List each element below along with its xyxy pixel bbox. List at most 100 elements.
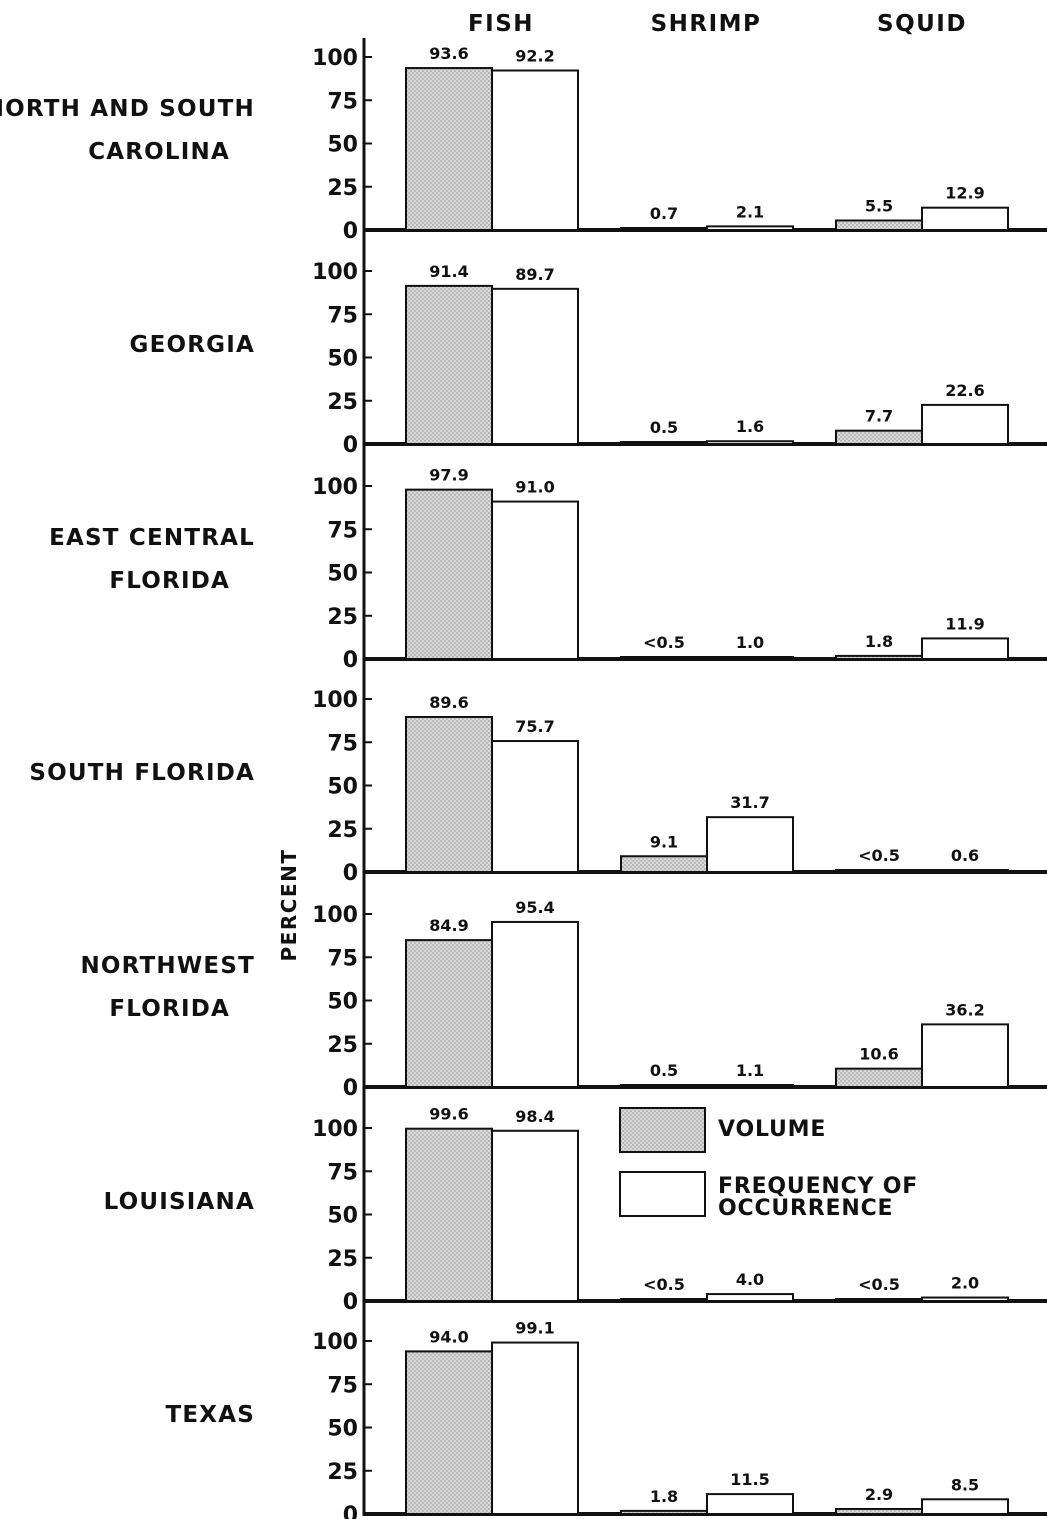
data-label: 11.5 — [730, 1470, 769, 1489]
data-label: 99.6 — [429, 1105, 468, 1124]
data-label: 1.8 — [650, 1487, 678, 1506]
panel-northwest-florida: 0 25 50 75 100 NORTHWEST FLORIDA 84.9 95.4 0.5 1.1… — [80, 898, 1047, 1101]
bar-squid-volume — [835, 1298, 923, 1302]
bar-shrimp-frequency — [706, 1084, 794, 1088]
bar-squid-volume — [835, 654, 923, 660]
y-axis-label: PERCENT — [277, 849, 301, 962]
y-tick-label: 50 — [327, 990, 358, 1015]
bar-fish-volume — [405, 67, 493, 231]
data-label: 93.6 — [429, 44, 468, 63]
data-label: 9.1 — [650, 832, 678, 851]
panel-louisiana: 0 25 50 75 100 LOUISIANA 99.6 98.4 <0.5 4.0 <0.5 2.… — [104, 1105, 1047, 1315]
y-tick-label: 50 — [327, 347, 358, 372]
bar-fish-frequency — [491, 920, 579, 1089]
category-label-fish: FISH — [468, 11, 534, 37]
y-tick-label: 0 — [343, 1503, 358, 1519]
data-label: 2.1 — [736, 202, 764, 221]
y-tick-label: 100 — [312, 46, 358, 71]
y-tick-label: 75 — [327, 1373, 358, 1398]
bar-shrimp-frequency — [706, 1293, 794, 1302]
bar-fish-frequency — [491, 1129, 579, 1302]
data-label: 1.0 — [736, 633, 764, 652]
bar-fish-volume — [405, 284, 493, 445]
data-label: <0.5 — [858, 846, 900, 865]
region-label: NORTH AND SOUTH — [0, 96, 255, 122]
data-label: <0.5 — [643, 633, 685, 652]
y-tick-label: 50 — [327, 1204, 358, 1229]
y-tick-label: 50 — [327, 775, 358, 800]
y-tick-label: 25 — [327, 605, 358, 630]
data-label: 97.9 — [429, 466, 468, 485]
legend-label-frequency: FREQUENCY OF OCCURRENCE — [718, 1174, 918, 1221]
region-label: NORTHWEST — [80, 953, 255, 979]
region-label: EAST CENTRAL — [49, 525, 255, 551]
y-tick-label: 75 — [327, 303, 358, 328]
bar-shrimp-frequency — [706, 440, 794, 445]
y-tick-label: 0 — [343, 1290, 358, 1315]
y-tick-label: 100 — [312, 903, 358, 928]
bar-shrimp-frequency — [706, 1493, 794, 1515]
region-label: CAROLINA — [88, 139, 230, 165]
region-label: SOUTH FLORIDA — [29, 760, 255, 786]
bar-shrimp-frequency — [706, 656, 794, 660]
data-label: 8.5 — [951, 1475, 979, 1494]
bar-fish-volume — [405, 1350, 493, 1515]
legend-swatch-volume — [619, 1107, 706, 1153]
bar-shrimp-volume — [620, 1298, 708, 1302]
data-label: 89.7 — [515, 265, 554, 284]
y-tick-label: 25 — [327, 1033, 358, 1058]
data-label: 1.1 — [736, 1061, 764, 1080]
y-tick-label: 100 — [312, 688, 358, 713]
category-label-shrimp: SHRIMP — [651, 11, 762, 37]
bar-fish-frequency — [491, 740, 579, 873]
y-tick-label: 0 — [343, 648, 358, 673]
bar-squid-frequency — [921, 1296, 1009, 1303]
data-label: 1.6 — [736, 417, 764, 436]
bar-fish-volume — [405, 1127, 493, 1303]
bar-squid-frequency — [921, 1023, 1009, 1089]
bar-shrimp-volume — [620, 656, 708, 660]
y-tick-label: 75 — [327, 731, 358, 756]
data-label: 91.0 — [515, 478, 554, 497]
panel-south-florida: 0 25 50 75 100 SOUTH FLORIDA 89.6 75.7 9.1 31.7 <0… — [29, 688, 1047, 886]
data-label: 0.6 — [951, 846, 979, 865]
data-label: 98.4 — [515, 1107, 554, 1126]
bar-squid-frequency — [921, 403, 1009, 446]
data-label: 36.2 — [945, 1000, 984, 1019]
data-label: 91.4 — [429, 262, 468, 281]
data-label: 5.5 — [865, 196, 893, 215]
category-label-squid: SQUID — [877, 11, 967, 37]
data-label: 22.6 — [945, 381, 984, 400]
y-tick-label: 0 — [343, 219, 358, 244]
data-label: <0.5 — [858, 1275, 900, 1294]
data-label: 92.2 — [515, 46, 554, 65]
region-label: LOUISIANA — [104, 1189, 255, 1215]
y-tick-label: 0 — [343, 861, 358, 886]
bar-squid-volume — [835, 429, 923, 445]
legend-swatch-frequency — [619, 1171, 706, 1217]
y-tick-label: 100 — [312, 475, 358, 500]
bar-shrimp-volume — [620, 1084, 708, 1088]
bar-squid-frequency — [921, 206, 1009, 231]
bar-squid-volume — [835, 1507, 923, 1516]
region-label: FLORIDA — [109, 568, 230, 594]
bar-squid-volume — [835, 869, 923, 873]
bar-fish-volume — [405, 715, 493, 873]
bar-squid-frequency — [921, 869, 1009, 873]
data-label: 95.4 — [515, 898, 554, 917]
bar-fish-volume — [405, 488, 493, 660]
y-tick-label: 75 — [327, 518, 358, 543]
y-tick-label: 50 — [327, 133, 358, 158]
bar-shrimp-volume — [620, 855, 708, 874]
data-label: <0.5 — [643, 1275, 685, 1294]
y-tick-label: 0 — [343, 433, 358, 458]
data-label: 12.9 — [945, 184, 984, 203]
data-label: 0.5 — [650, 1061, 678, 1080]
bar-squid-volume — [835, 219, 923, 232]
data-label: 11.9 — [945, 614, 984, 633]
y-tick-label: 25 — [327, 390, 358, 415]
y-tick-label: 25 — [327, 818, 358, 843]
data-label: 7.7 — [865, 407, 893, 426]
bar-shrimp-volume — [620, 1509, 708, 1515]
